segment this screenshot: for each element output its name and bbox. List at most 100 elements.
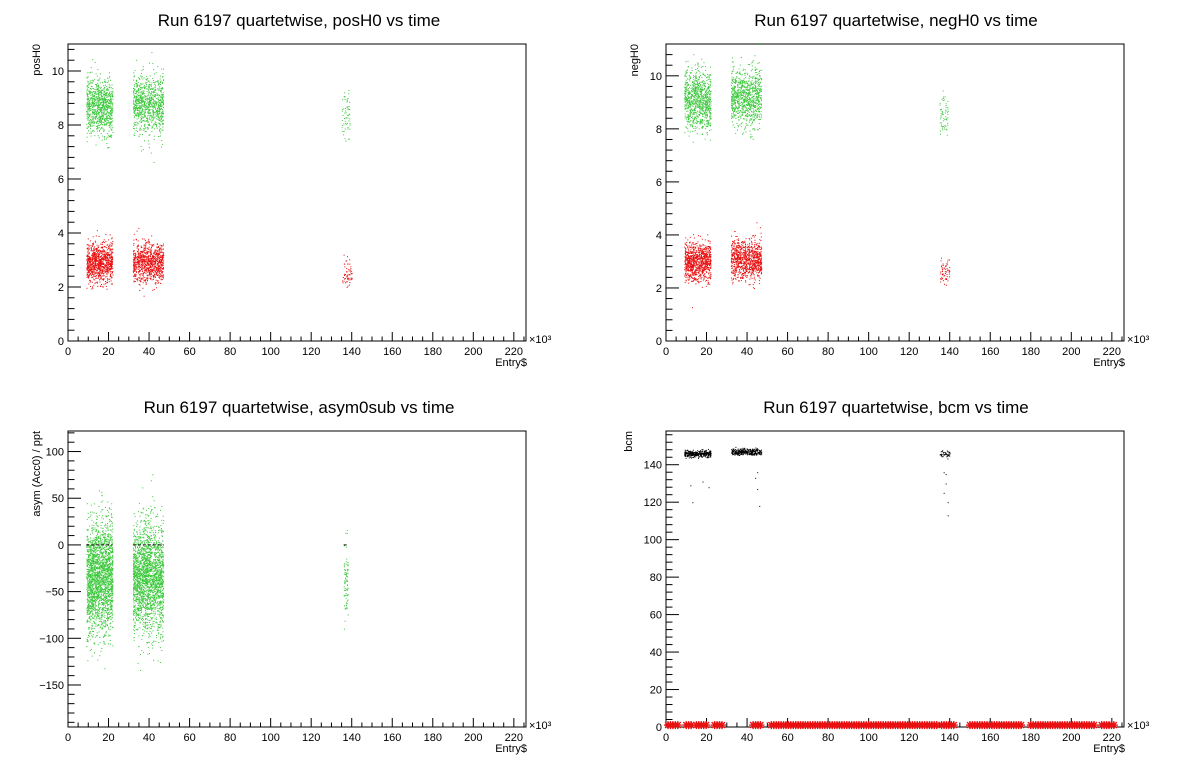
data-point (133, 90, 135, 92)
data-point (697, 106, 699, 108)
data-point (133, 280, 135, 282)
data-point (149, 88, 151, 90)
data-point (752, 88, 754, 90)
data-point (157, 109, 159, 111)
data-point (112, 267, 114, 269)
data-point (92, 111, 94, 112)
data-point (98, 257, 99, 259)
data-point (151, 126, 153, 128)
data-point (160, 135, 161, 137)
data-point (688, 101, 690, 103)
data-point (689, 106, 691, 108)
data-point (686, 101, 688, 103)
data-point (105, 118, 107, 119)
data-point (161, 112, 163, 114)
data-point (350, 271, 351, 273)
data-point (157, 122, 159, 124)
data-point (150, 277, 152, 279)
data-point (144, 100, 146, 102)
data-point (134, 269, 136, 271)
data-point (709, 97, 711, 99)
data-point (160, 262, 162, 263)
data-point (100, 96, 102, 98)
data-point (696, 118, 697, 120)
data-point (107, 270, 109, 272)
data-point (109, 111, 111, 113)
data-point (161, 129, 163, 131)
data-point (161, 68, 163, 70)
data-point (156, 112, 158, 113)
x-tick-label: 220 (505, 346, 523, 358)
data-point (103, 115, 105, 117)
data-point (696, 105, 698, 107)
data-point (701, 88, 702, 90)
data-point (89, 274, 91, 275)
data-point (99, 102, 101, 104)
data-point (138, 94, 139, 96)
data-point (162, 248, 164, 250)
data-point (87, 82, 89, 84)
data-point (107, 90, 109, 92)
data-point (88, 248, 90, 250)
data-point (100, 98, 102, 100)
data-point (709, 119, 711, 121)
data-point (88, 111, 90, 113)
data-point (159, 130, 161, 132)
data-point (109, 118, 110, 120)
data-point (692, 81, 693, 83)
data-point (695, 116, 697, 117)
data-point (689, 101, 691, 103)
data-point (100, 106, 102, 108)
data-point (90, 88, 92, 90)
data-point (156, 103, 158, 105)
data-point (743, 93, 745, 95)
data-point (155, 283, 157, 285)
data-point (110, 134, 112, 136)
data-point (161, 251, 162, 253)
data-point (158, 116, 159, 118)
data-point (93, 284, 95, 286)
data-point (137, 103, 139, 105)
data-point (688, 102, 690, 104)
data-point (702, 113, 703, 115)
data-point (86, 266, 88, 268)
data-point (92, 82, 94, 84)
data-point (138, 103, 140, 105)
data-point (146, 259, 148, 261)
data-point (139, 114, 141, 116)
data-point (111, 253, 113, 255)
data-point (135, 114, 137, 116)
y-tick-label: 2 (656, 283, 662, 295)
data-point (689, 124, 691, 126)
data-point (151, 268, 153, 270)
data-point (695, 76, 697, 78)
data-point (109, 95, 111, 97)
data-point (96, 118, 98, 120)
data-point (692, 89, 694, 91)
data-point (88, 249, 90, 251)
data-point (88, 97, 90, 99)
data-point (708, 86, 709, 88)
data-point (104, 113, 106, 115)
data-point (108, 125, 110, 127)
data-point (133, 266, 135, 268)
data-point (105, 101, 106, 103)
data-point (739, 73, 741, 75)
data-point (95, 255, 97, 257)
data-point (88, 117, 90, 119)
data-point (98, 108, 100, 110)
data-point (105, 95, 107, 97)
data-point (708, 76, 710, 78)
data-point (89, 263, 91, 265)
data-point (688, 92, 690, 94)
data-point (140, 259, 142, 260)
data-point (150, 252, 152, 253)
data-point (104, 265, 106, 266)
data-point (692, 126, 694, 128)
data-point (161, 259, 162, 261)
data-point (97, 95, 99, 97)
data-point (684, 93, 686, 95)
data-point (702, 122, 703, 124)
data-point (153, 102, 155, 104)
data-point (694, 92, 696, 94)
